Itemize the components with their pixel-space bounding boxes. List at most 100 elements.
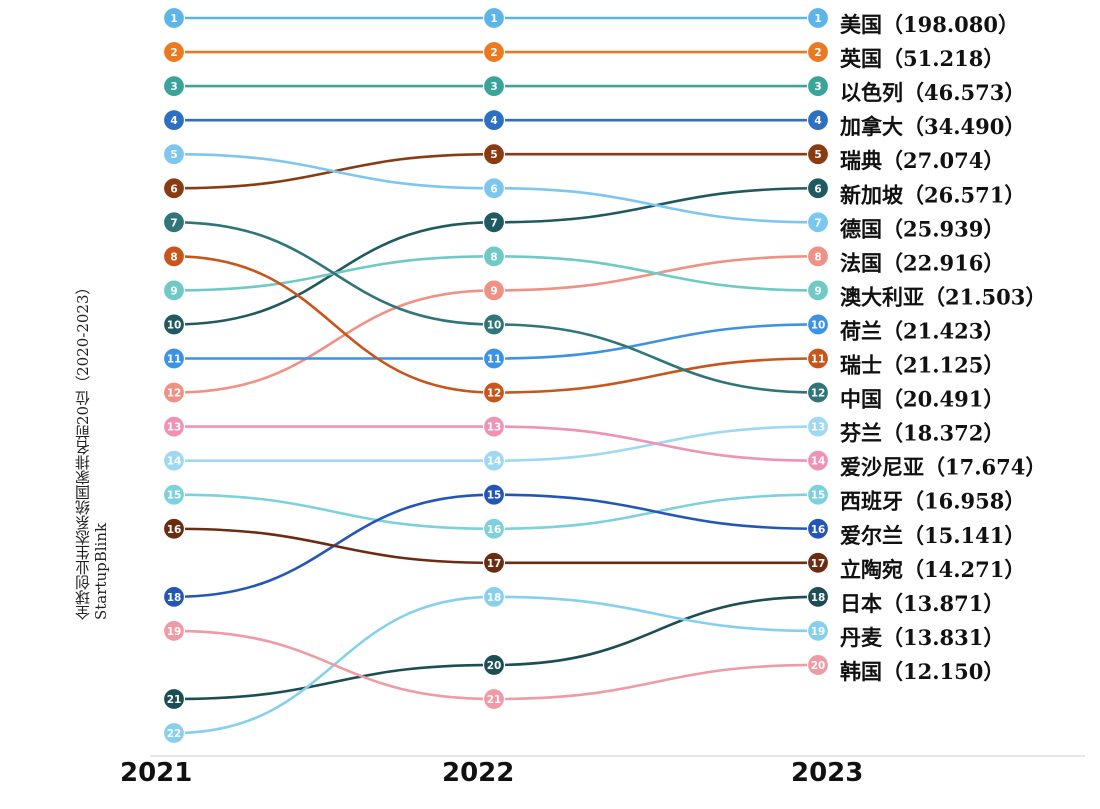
rank-badge: 17 [806, 551, 830, 574]
rank-marker [806, 313, 830, 336]
rank-badge: 18 [806, 585, 830, 608]
country-label: 新加坡（26.571） [840, 182, 1025, 207]
rank-number: 6 [170, 183, 177, 195]
rank-badge: 13 [162, 415, 186, 438]
rank-number: 17 [487, 558, 502, 570]
rank-badge: 17 [482, 551, 506, 574]
rank-marker [482, 245, 506, 268]
rank-marker [806, 551, 830, 574]
rank-marker [162, 585, 186, 608]
rank-number: 20 [487, 660, 502, 672]
country-label: 中国（20.491） [840, 387, 1004, 412]
country-label: 韩国（12.150） [840, 659, 1004, 684]
rank-badge: 13 [482, 415, 506, 438]
rank-number: 13 [487, 422, 502, 434]
rank-badge: 1 [482, 6, 506, 30]
rank-badge: 13 [806, 415, 830, 438]
rank-number: 10 [811, 319, 826, 331]
rank-marker [162, 211, 186, 234]
rank-marker [162, 40, 186, 64]
rank-marker [806, 517, 830, 540]
rank-number: 19 [167, 626, 182, 638]
country-label: 瑞士（21.125） [840, 353, 1004, 378]
rank-marker [806, 449, 830, 472]
rank-badge: 2 [806, 40, 830, 64]
rank-badge: 19 [162, 619, 186, 643]
rank-marker [162, 6, 186, 30]
country-label: 丹麦（13.831） [840, 625, 1004, 650]
rank-number: 6 [814, 183, 821, 195]
country-label: 瑞典（27.074） [840, 148, 1004, 173]
country-label: 澳大利亚（21.503） [840, 284, 1046, 309]
rank-number: 22 [167, 728, 182, 740]
rank-badge: 16 [162, 517, 186, 540]
rank-badge: 9 [482, 279, 506, 302]
series-line-16 [173, 493, 819, 599]
rank-marker [162, 517, 186, 540]
rank-number: 15 [811, 490, 826, 502]
rank-number: 14 [811, 456, 826, 468]
rank-number: 3 [490, 81, 497, 93]
rank-number: 18 [487, 592, 502, 604]
rank-badge: 5 [806, 143, 830, 166]
rank-badge: 7 [482, 211, 506, 234]
rank-number: 9 [490, 285, 497, 297]
rank-badge: 5 [162, 143, 186, 166]
rank-badge: 14 [482, 449, 506, 472]
rank-marker [806, 347, 830, 370]
country-label: 英国（51.218） [840, 46, 1004, 71]
rank-number: 8 [490, 251, 497, 263]
country-label: 西班牙（16.958） [840, 489, 1025, 514]
rank-number: 12 [811, 388, 826, 400]
rank-number: 10 [167, 319, 182, 331]
country-label: 以色列（46.573） [840, 80, 1025, 105]
rank-badge: 11 [162, 347, 186, 370]
rank-number: 18 [167, 592, 182, 604]
rank-badge: 4 [806, 109, 830, 132]
rank-number: 4 [170, 115, 177, 127]
rank-badge: 10 [482, 313, 506, 336]
rank-badge: 10 [806, 313, 830, 336]
rank-marker [482, 211, 506, 234]
rank-badge: 1 [806, 6, 830, 30]
rank-badge: 9 [806, 279, 830, 302]
rank-marker [162, 347, 186, 370]
rank-number: 15 [167, 490, 182, 502]
country-label: 美国（198.080） [840, 12, 1019, 37]
rank-marker [162, 619, 186, 643]
rank-badge: 14 [806, 449, 830, 472]
rank-number: 16 [487, 524, 502, 536]
rank-marker [482, 109, 506, 132]
rank-number: 10 [487, 319, 502, 331]
country-label: 爱尔兰（15.141） [840, 523, 1025, 548]
rank-marker [162, 721, 186, 745]
rank-marker [162, 687, 186, 711]
rank-number: 11 [167, 354, 182, 366]
rank-marker [806, 653, 830, 677]
rank-marker [806, 279, 830, 302]
rank-marker [482, 6, 506, 30]
rank-marker [162, 245, 186, 268]
x-tick-2022: 2022 [442, 758, 515, 788]
rank-marker [806, 415, 830, 438]
rank-marker [482, 687, 506, 711]
rank-number: 5 [814, 149, 821, 161]
country-label: 法国（22.916） [840, 250, 1004, 275]
rank-number: 14 [487, 456, 502, 468]
rank-badge: 4 [482, 109, 506, 132]
rank-marker [162, 143, 186, 166]
rank-badge: 16 [806, 517, 830, 540]
country-label: 德国（25.939） [840, 216, 1004, 241]
rank-marker [482, 279, 506, 302]
rank-marker [806, 109, 830, 132]
rank-number: 11 [811, 354, 826, 366]
rank-number: 2 [170, 47, 177, 59]
rank-marker [482, 517, 506, 540]
rank-marker [806, 585, 830, 608]
rank-number: 1 [814, 13, 821, 25]
rank-number: 16 [811, 524, 826, 536]
country-label: 荷兰（21.423） [840, 318, 1004, 343]
rank-badge: 2 [162, 40, 186, 64]
rank-number: 20 [811, 660, 826, 672]
rank-number: 16 [167, 524, 182, 536]
